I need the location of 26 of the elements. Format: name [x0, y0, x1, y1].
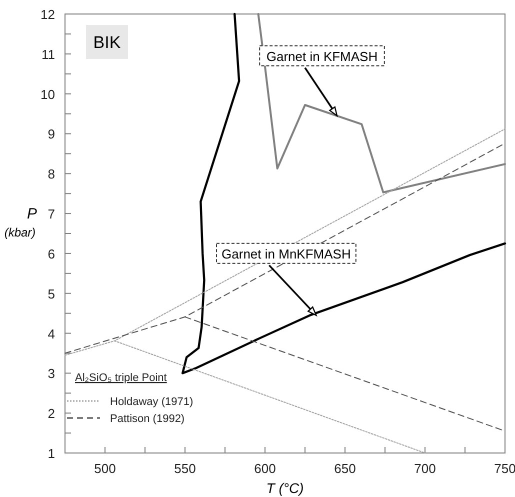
- y-tick-label: 8: [48, 166, 55, 182]
- x-tick-label: 650: [334, 461, 356, 476]
- y-tick-label: 7: [48, 206, 55, 222]
- y-tick-label: 11: [42, 46, 55, 62]
- y-tick-label: 3: [48, 366, 55, 382]
- y-tick-label: 10: [40, 86, 55, 102]
- y-tick-label: 9: [48, 126, 55, 142]
- x-axis-title: T (°C): [266, 480, 304, 496]
- x-tick-label: 600: [254, 461, 276, 476]
- y-tick-label: 1: [48, 446, 55, 461]
- annotation: BIK: [93, 33, 122, 52]
- y-tick-label: 12: [40, 7, 55, 22]
- x-tick-label: 700: [414, 461, 436, 476]
- y-tick-label: 5: [48, 286, 55, 302]
- x-tick-label: 550: [174, 461, 196, 476]
- y-tick-label: 4: [48, 326, 55, 342]
- x-tick-label: 500: [94, 461, 116, 476]
- legend-label: Holdaway (1971): [110, 396, 194, 408]
- legend-label: Pattison (1992): [110, 413, 185, 425]
- annotation: Garnet in MnKFMASH: [222, 246, 351, 262]
- y-tick-label: 2: [48, 406, 55, 422]
- y-tick-label: 6: [48, 246, 55, 262]
- legend-title: Al₂SiO₅ triple Point: [75, 372, 167, 384]
- annotation: Garnet in KFMASH: [266, 48, 378, 64]
- y-axis-title: P (kbar): [4, 206, 38, 240]
- x-tick-label: 750: [494, 461, 515, 476]
